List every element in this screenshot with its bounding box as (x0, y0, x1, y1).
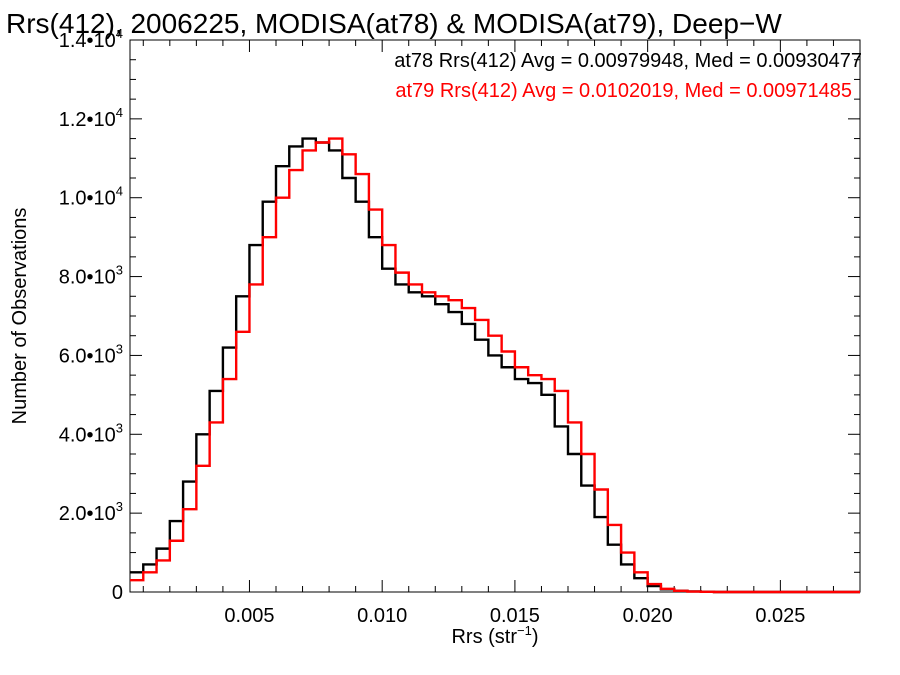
plot-frame (129, 39, 861, 593)
x-tick-label: 0.020 (623, 605, 673, 627)
legend-entry-at79: at79 Rrs(412) Avg = 0.0102019, Med = 0.0… (395, 80, 852, 102)
y-tick-labels: 0 2.0•103 4.0•103 6.0•103 8.0•103 1.0•104 1.2•… (59, 26, 123, 604)
chart-title: Rrs(412), 2006225, MODISA(at78) & MODISA… (6, 8, 782, 39)
series-line-at78 (130, 137, 860, 594)
legend-entry-at78: at78 Rrs(412) Avg = 0.00979948, Med = 0.… (394, 50, 862, 72)
y-tick-label: 8.0•103 (59, 263, 123, 289)
y-tick-label: 1.2•104 (59, 105, 123, 131)
y-tick-label: 0 (112, 582, 123, 604)
y-tick-label: 2.0•103 (59, 499, 123, 525)
y-tick-label: 1.0•104 (59, 184, 123, 210)
series-lines (130, 137, 860, 594)
y-axis-label: Number of Observations (9, 208, 31, 425)
x-tick-label: 0.025 (755, 605, 805, 627)
x-tick-label: 0.010 (357, 605, 407, 627)
x-tick-labels: 0.005 0.010 0.015 0.020 0.025 (224, 605, 805, 627)
series-line-at79 (130, 137, 860, 594)
y-tick-label: 6.0•103 (59, 341, 123, 367)
y-tick-label: 1.4•104 (59, 26, 123, 52)
x-axis-label: Rrs (str−1) (451, 623, 538, 648)
x-tick-label: 0.005 (224, 605, 274, 627)
y-tick-label: 4.0•103 (59, 420, 123, 446)
x-tick-label: 0.015 (490, 605, 540, 627)
axis-ticks (130, 39, 860, 593)
